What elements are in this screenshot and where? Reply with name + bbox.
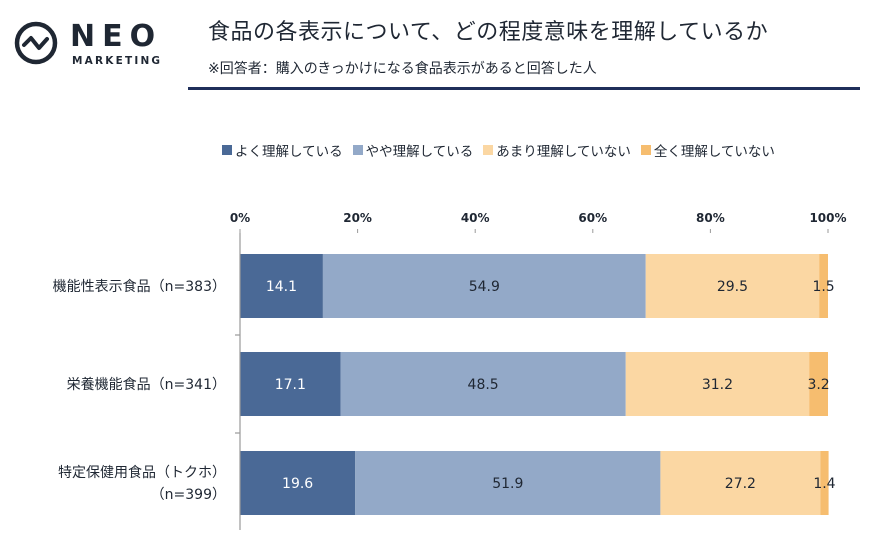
legend-item-4: 全く理解していない bbox=[640, 140, 775, 160]
neo-logo-icon bbox=[14, 21, 58, 65]
data-label: 1.4 bbox=[813, 476, 835, 492]
data-label: 27.2 bbox=[725, 476, 756, 492]
legend-item-1: よく理解している bbox=[222, 140, 343, 160]
data-label: 54.9 bbox=[469, 279, 500, 295]
data-label: 31.2 bbox=[702, 377, 733, 393]
category-label: （n=399） bbox=[151, 487, 226, 503]
data-label: 19.6 bbox=[282, 476, 313, 492]
legend-label-1: よく理解している bbox=[235, 144, 343, 160]
neo-marketing-logo: NEO MARKETING bbox=[14, 17, 174, 73]
chart-title: 食品の各表示について、どの程度意味を理解しているか bbox=[208, 20, 769, 45]
logo-name: NEO bbox=[70, 19, 163, 54]
x-tick-label: 60% bbox=[578, 211, 607, 225]
legend-item-2: やや理解している bbox=[352, 140, 474, 160]
x-tick-label: 80% bbox=[696, 211, 725, 225]
bar-segment bbox=[809, 352, 828, 416]
data-label: 3.2 bbox=[807, 377, 829, 393]
data-label: 29.5 bbox=[717, 279, 748, 295]
legend-label-4: 全く理解していない bbox=[653, 144, 775, 160]
bar-segment bbox=[240, 352, 341, 416]
bar-segment bbox=[322, 254, 646, 318]
bar-segment bbox=[660, 451, 821, 515]
category-label: 特定保健用食品（トクホ） bbox=[58, 464, 226, 481]
data-label: 1.5 bbox=[812, 279, 834, 295]
category-label: 機能性表示食品（n=383） bbox=[53, 278, 226, 295]
bar-segment bbox=[355, 451, 661, 515]
bar-segment bbox=[240, 451, 356, 515]
category-label: 栄養機能食品（n=341） bbox=[67, 376, 226, 393]
legend-swatch-1 bbox=[222, 145, 232, 155]
bar-segment bbox=[819, 254, 828, 318]
data-label: 51.9 bbox=[492, 476, 523, 492]
legend-swatch-3 bbox=[483, 145, 494, 155]
x-tick-label: 20% bbox=[343, 211, 372, 225]
x-tick-label: 40% bbox=[461, 211, 490, 225]
chart-subtitle: ※回答者：購入のきっかけになる食品表示があると回答した人 bbox=[208, 61, 597, 77]
bar-segment bbox=[340, 352, 626, 416]
bar-segment bbox=[625, 352, 810, 416]
legend-label-3: あまり理解していない bbox=[496, 144, 631, 160]
bar-segment bbox=[645, 254, 820, 318]
legend-label-2: やや理解している bbox=[365, 144, 474, 160]
legend-swatch-2 bbox=[352, 145, 363, 155]
legend-swatch-4 bbox=[640, 145, 651, 155]
x-tick-label: 100% bbox=[809, 211, 846, 225]
bar-segment bbox=[820, 451, 829, 515]
logo-subtitle: MARKETING bbox=[72, 55, 163, 67]
legend-item-3: あまり理解していない bbox=[483, 140, 631, 160]
chart-legend: よく理解している やや理解している あまり理解していない 全く理解していない bbox=[222, 140, 785, 160]
x-tick-label: 0% bbox=[230, 211, 250, 225]
data-label: 14.1 bbox=[266, 279, 297, 295]
data-label: 48.5 bbox=[468, 377, 499, 393]
title-underline bbox=[188, 87, 860, 90]
bar-segment bbox=[240, 254, 323, 318]
data-label: 17.1 bbox=[275, 377, 306, 393]
